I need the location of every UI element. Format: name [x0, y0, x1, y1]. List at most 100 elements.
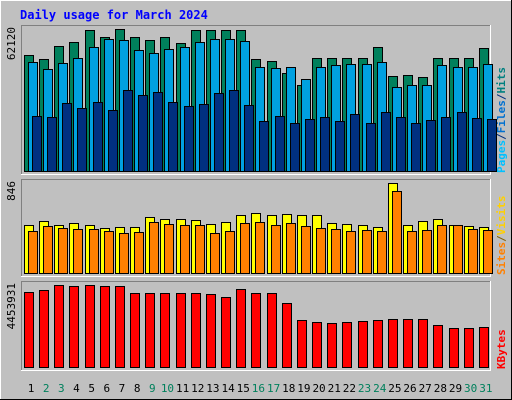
bar-kbytes-day-17 [267, 293, 277, 368]
legend-separator: / [495, 93, 508, 100]
panel-max-label: 4453931 [5, 283, 18, 329]
bar-kbytes-day-14 [221, 297, 231, 368]
bar-pages-day-23 [366, 123, 376, 172]
bar-sites-day-19 [301, 226, 311, 274]
bar-pages-day-8 [138, 95, 148, 172]
bar-pages-day-27 [426, 120, 436, 172]
panel-legend: KBytes [495, 329, 508, 369]
bar-kbytes-day-1 [24, 292, 34, 368]
bar-sites-day-27 [422, 230, 432, 274]
bar-pages-day-9 [153, 92, 163, 172]
bar-pages-day-1 [32, 116, 42, 172]
bar-pages-day-17 [275, 116, 285, 172]
bar-kbytes-day-20 [312, 322, 322, 368]
legend-sites: Sites [495, 242, 508, 275]
panel-max-label: 846 [5, 181, 18, 201]
bar-sites-day-20 [316, 228, 326, 274]
bar-kbytes-day-8 [130, 293, 140, 368]
bar-pages-day-2 [47, 117, 57, 172]
bar-kbytes-day-5 [85, 285, 95, 368]
x-tick-label: 21 [328, 382, 341, 395]
bar-pages-day-10 [168, 102, 178, 172]
bar-sites-day-7 [119, 233, 129, 274]
bar-pages-day-30 [472, 118, 482, 172]
bar-kbytes-day-31 [479, 327, 489, 368]
panel-visits-sites: 846 Sites/Visits [5, 179, 508, 277]
x-tick-label: 17 [267, 382, 280, 395]
x-tick-label: 19 [297, 382, 310, 395]
bar-sites-day-11 [180, 225, 190, 274]
bar-kbytes-day-21 [327, 323, 337, 368]
x-tick-label: 24 [373, 382, 387, 395]
x-tick-label: 18 [282, 382, 295, 395]
bar-kbytes-day-13 [206, 294, 216, 368]
bar-sites-day-12 [195, 225, 205, 274]
bar-kbytes-day-9 [145, 293, 155, 368]
bar-pages-day-11 [184, 106, 194, 172]
chart-panels: 62120Pages/Files/Hits846Sites/Visits4453… [5, 25, 508, 371]
bar-sites-day-18 [286, 223, 296, 274]
bar-kbytes-day-23 [358, 321, 368, 368]
legend-visits: Visits [495, 196, 508, 236]
bar-sites-day-17 [271, 225, 281, 274]
series-pages [32, 90, 497, 172]
panel-kbytes: 4453931 KBytes [5, 281, 508, 371]
bar-sites-day-28 [437, 225, 447, 274]
bar-pages-day-26 [411, 123, 421, 172]
x-tick-label: 28 [434, 382, 447, 395]
x-tick-label: 7 [119, 382, 126, 395]
legend-separator: / [495, 235, 508, 242]
x-tick-label: 31 [479, 382, 492, 395]
bar-pages-day-12 [199, 104, 209, 172]
bar-kbytes-day-18 [282, 303, 292, 368]
x-tick-label: 22 [343, 382, 356, 395]
bar-pages-day-28 [441, 117, 451, 172]
x-tick-label: 2 [43, 382, 50, 395]
bar-kbytes-day-4 [69, 286, 79, 368]
bar-sites-day-6 [104, 231, 114, 274]
bar-pages-day-29 [457, 112, 467, 172]
legend-pages: Pages [495, 140, 508, 173]
bar-sites-day-2 [43, 226, 53, 274]
x-tick-label: 26 [403, 382, 416, 395]
series-kbytes [24, 285, 489, 368]
bar-kbytes-day-30 [464, 328, 474, 368]
bar-sites-day-15 [240, 223, 250, 274]
panel-legend: Sites/Visits [495, 196, 508, 276]
chart-title: Daily usage for March 2024 [20, 8, 208, 22]
bar-sites-day-3 [58, 228, 68, 274]
x-tick-label: 23 [358, 382, 371, 395]
x-tick-label: 11 [176, 382, 189, 395]
bar-pages-day-14 [229, 90, 239, 172]
bar-sites-day-16 [255, 222, 265, 274]
bar-pages-day-3 [62, 103, 72, 172]
x-tick-label: 29 [449, 382, 462, 395]
bar-kbytes-day-12 [191, 293, 201, 368]
bar-pages-day-18 [290, 123, 300, 172]
bar-sites-day-22 [346, 231, 356, 274]
x-tick-label: 8 [134, 382, 141, 395]
bar-pages-day-4 [77, 108, 87, 172]
x-tick-label: 25 [388, 382, 401, 395]
bar-sites-day-10 [164, 224, 174, 274]
bar-sites-day-4 [73, 229, 83, 274]
x-tick-label: 5 [88, 382, 95, 395]
bar-sites-day-29 [453, 225, 463, 274]
bar-kbytes-day-2 [39, 290, 49, 368]
bar-kbytes-day-22 [342, 322, 352, 368]
bar-kbytes-day-11 [176, 293, 186, 368]
x-tick-label: 12 [191, 382, 204, 395]
bar-pages-day-13 [214, 93, 224, 172]
bar-kbytes-day-16 [251, 293, 261, 368]
bar-pages-day-22 [350, 114, 360, 172]
bar-kbytes-day-7 [115, 286, 125, 368]
legend-files: Files [495, 100, 508, 133]
bar-sites-day-1 [28, 231, 38, 274]
bar-pages-day-24 [381, 112, 391, 172]
panel-max-label: 62120 [5, 27, 18, 60]
bar-pages-day-5 [93, 102, 103, 172]
bar-sites-day-9 [149, 222, 159, 274]
